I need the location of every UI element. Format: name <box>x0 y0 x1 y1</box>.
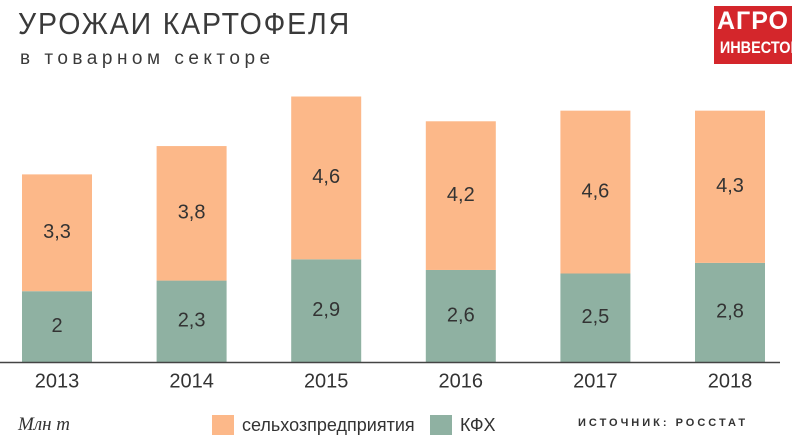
data-label-kfh-2016: 2,6 <box>447 304 475 326</box>
legend-item-kfh: КФХ <box>430 414 496 436</box>
logo-text-bottom: ИНВЕСТОР <box>719 38 800 57</box>
stacked-bar-chart: 2 3,3 2013 2,3 3,8 2014 2,9 4,6 2015 2,6 4,2 2016 2,… <box>0 96 780 392</box>
units-label: Млн т <box>18 414 71 435</box>
data-label-kfh-2013: 2 <box>51 315 62 337</box>
chart-subtitle: в товарном секторе <box>20 48 275 69</box>
bar-kfh-2018 <box>695 262 765 362</box>
data-label-agro-2013: 3,3 <box>43 221 71 243</box>
legend-label-agro: сельхозпредприятия <box>242 414 415 435</box>
x-tick-label-2015: 2015 <box>304 370 349 392</box>
data-label-agro-2015: 4,6 <box>312 166 340 188</box>
brand-logo: АГРО ИНВЕСТОР <box>714 6 800 64</box>
legend-label-kfh: КФХ <box>460 414 496 435</box>
bar-agro-2014 <box>156 146 227 281</box>
bar-agro-2017 <box>560 110 631 274</box>
bar-kfh-2014 <box>156 280 227 362</box>
data-label-kfh-2015: 2,9 <box>312 299 340 321</box>
data-label-agro-2014: 3,8 <box>178 202 206 224</box>
data-label-agro-2018: 4,3 <box>716 175 744 197</box>
logo-text-top: АГРО <box>716 7 790 35</box>
x-tick-label-2017: 2017 <box>573 370 618 392</box>
legend-swatch-kfh <box>430 415 452 435</box>
x-tick-label-2018: 2018 <box>708 370 753 392</box>
data-label-kfh-2017: 2,5 <box>581 306 609 328</box>
data-label-kfh-2018: 2,8 <box>716 301 744 323</box>
x-tick-label-2014: 2014 <box>169 370 214 392</box>
bar-agro-2015 <box>291 96 362 260</box>
source-note: ИСТОЧНИК: РОССТАТ <box>578 417 749 429</box>
x-tick-label-2013: 2013 <box>35 370 80 392</box>
bar-kfh-2015 <box>291 259 362 362</box>
bar-kfh-2013 <box>22 291 92 362</box>
data-label-kfh-2014: 2,3 <box>178 310 206 332</box>
legend-swatch-agro <box>212 415 234 435</box>
bar-agro-2018 <box>695 110 765 263</box>
data-label-agro-2016: 4,2 <box>447 184 475 206</box>
x-tick-label-2016: 2016 <box>439 370 484 392</box>
bar-kfh-2016 <box>425 269 496 362</box>
bar-agro-2013 <box>22 174 92 292</box>
legend-item-agro: сельхозпредприятия <box>212 414 415 436</box>
chart-title: УРОЖАИ КАРТОФЕЛЯ <box>18 6 352 41</box>
bar-kfh-2017 <box>560 273 631 362</box>
bar-agro-2016 <box>425 121 496 270</box>
data-label-agro-2017: 4,6 <box>581 180 609 202</box>
